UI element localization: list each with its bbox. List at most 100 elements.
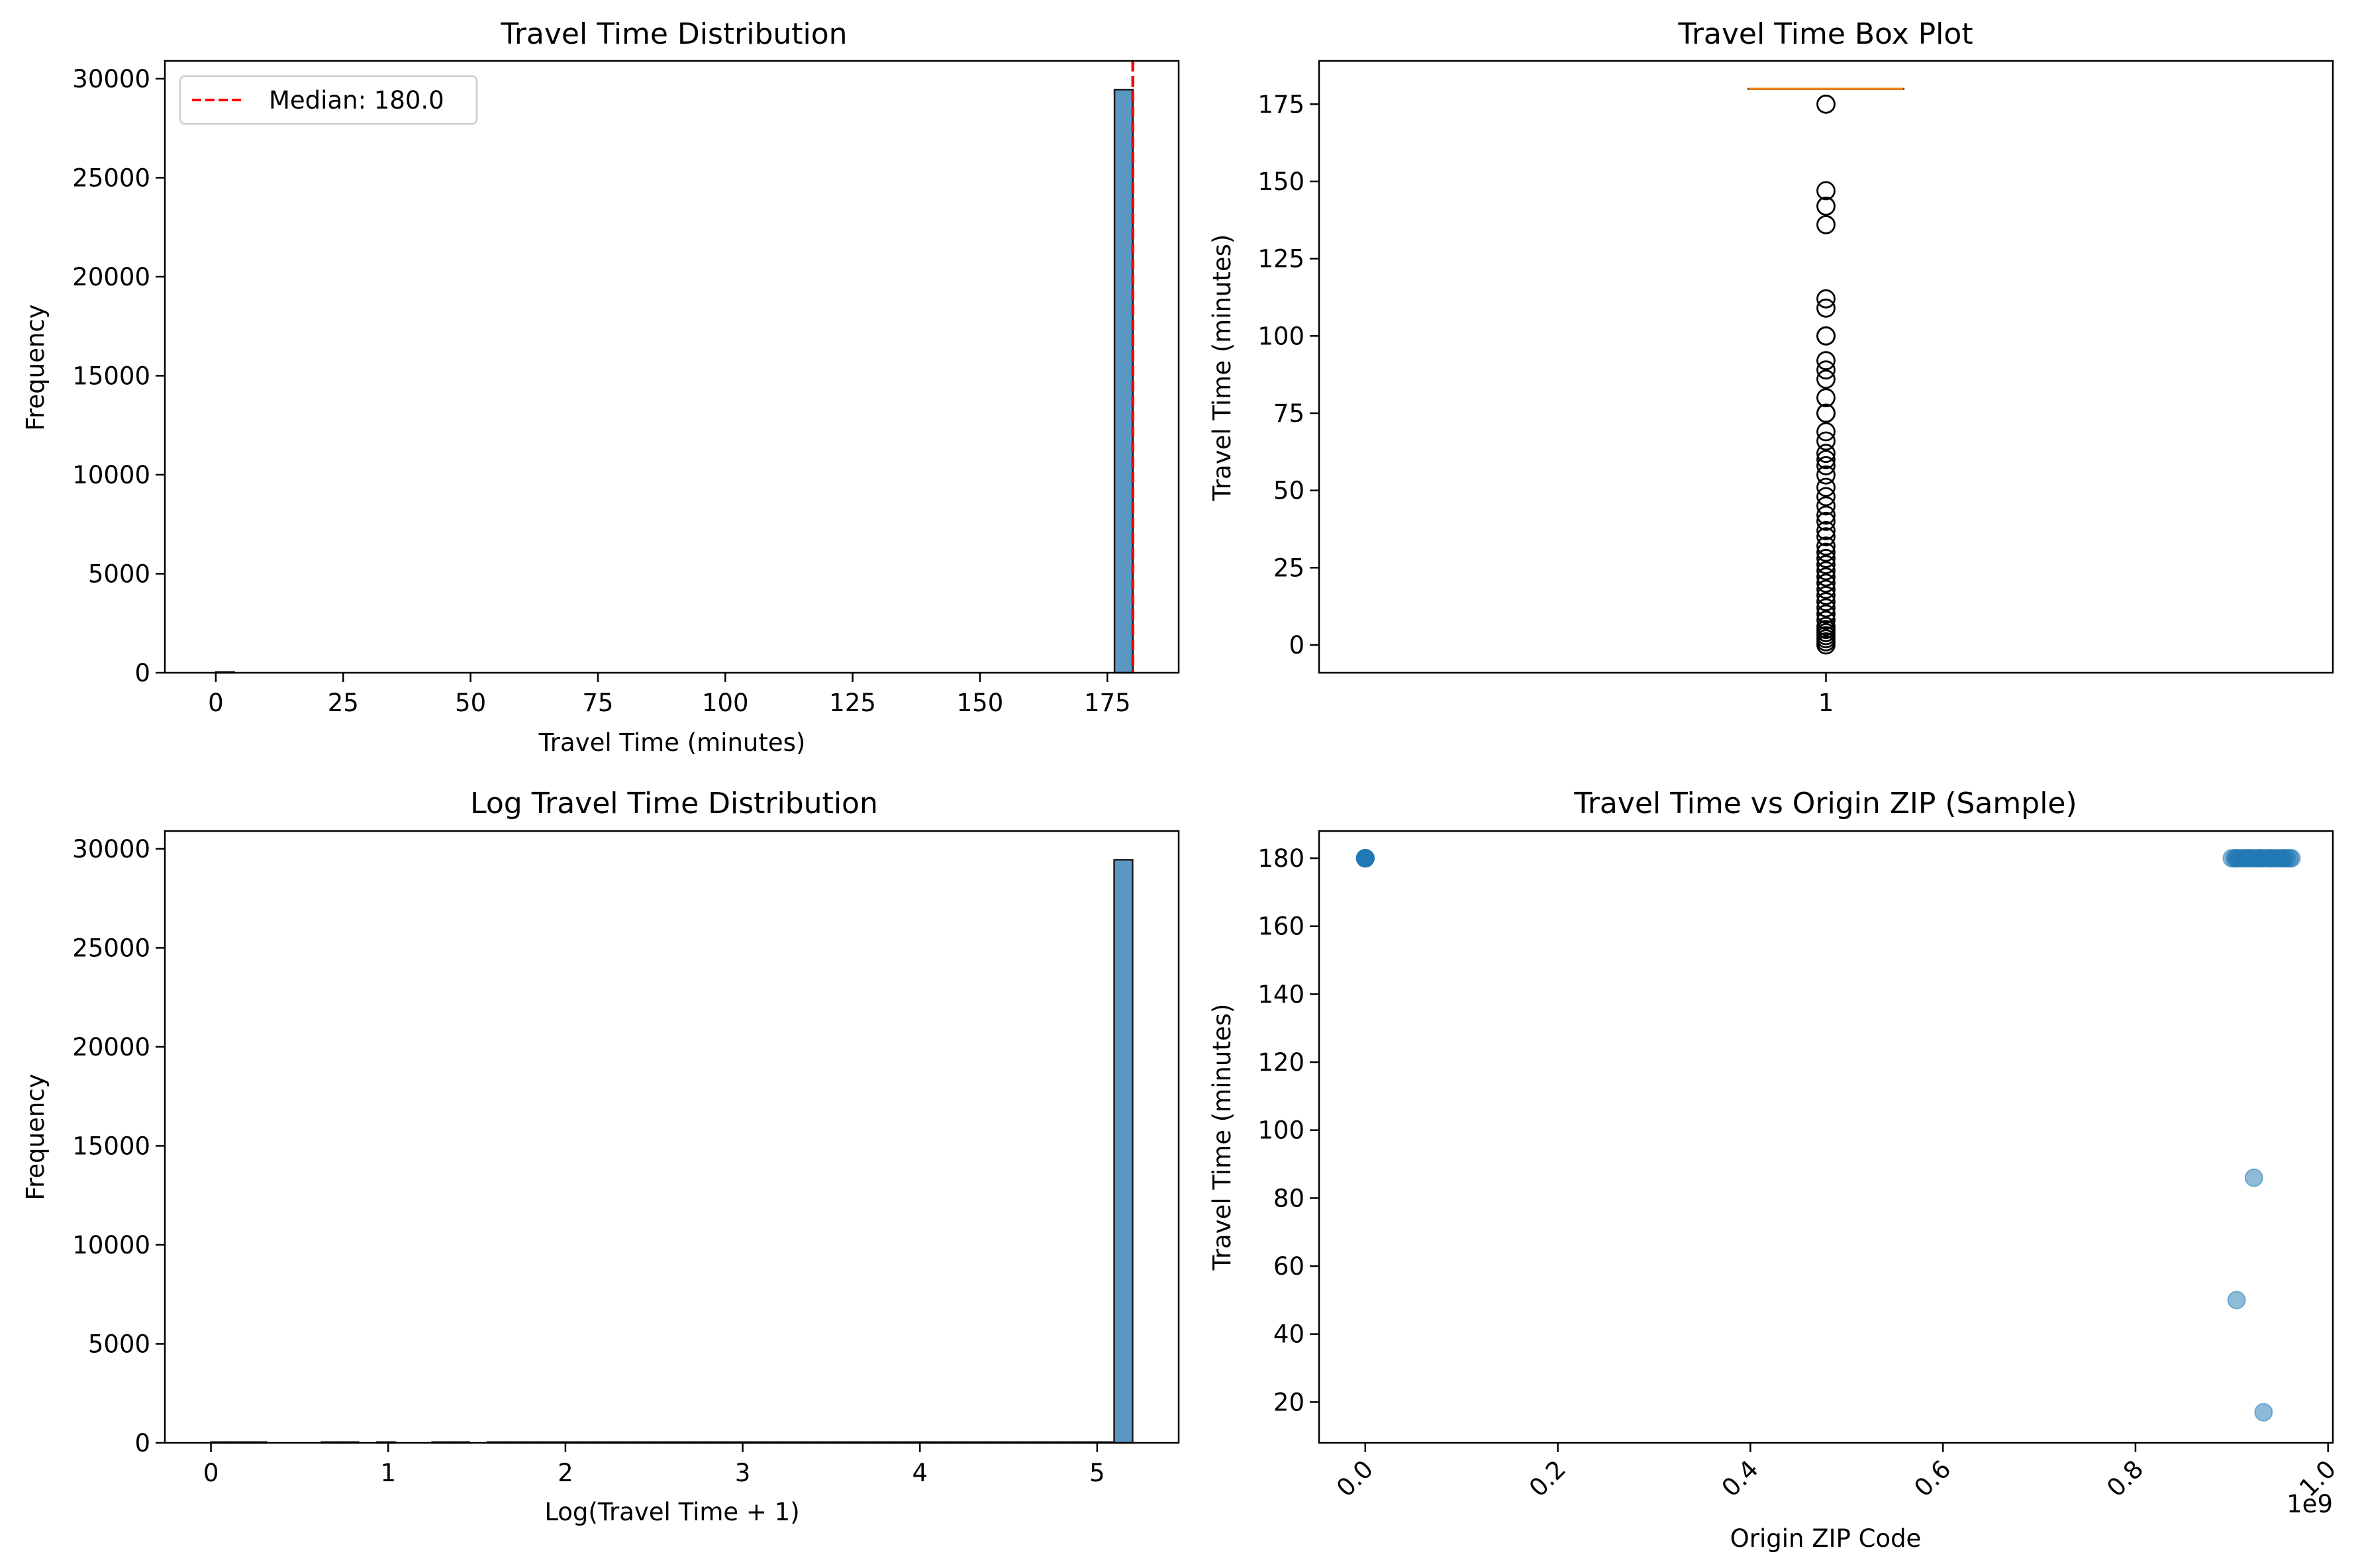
chart-title: Travel Time Box Plot bbox=[1677, 17, 1973, 51]
outlier-point bbox=[1816, 477, 1836, 497]
outlier-point bbox=[1816, 215, 1836, 234]
outlier-point bbox=[1816, 635, 1836, 655]
y-tick-label: 15000 bbox=[72, 1132, 150, 1160]
x-tick-label: 175 bbox=[1084, 689, 1131, 717]
x-tick-label: 25 bbox=[328, 689, 359, 717]
y-tick-label: 120 bbox=[1257, 1048, 1304, 1077]
y-tick-label: 80 bbox=[1273, 1184, 1304, 1212]
y-tick-label: 5000 bbox=[88, 1330, 150, 1358]
outlier-point bbox=[1816, 360, 1836, 380]
y-tick-label: 25000 bbox=[72, 934, 150, 962]
y-tick-label: 125 bbox=[1257, 245, 1304, 273]
x-tick-label: 75 bbox=[582, 689, 613, 717]
y-axis-label: Travel Time (minutes) bbox=[1208, 1004, 1236, 1271]
y-tick-label: 60 bbox=[1273, 1252, 1304, 1281]
x-tick-label: 150 bbox=[957, 689, 1004, 717]
scatter-point bbox=[1355, 849, 1375, 868]
x-tick-label: 3 bbox=[735, 1459, 751, 1487]
outlier-point bbox=[1816, 369, 1836, 389]
x-scale-offset: 1e9 bbox=[2287, 1490, 2333, 1518]
axes-frame bbox=[1318, 830, 2334, 1444]
outlier-point bbox=[1816, 403, 1836, 423]
y-tick-label: 15000 bbox=[72, 362, 150, 390]
legend-box bbox=[179, 75, 478, 125]
x-tick-label: 5 bbox=[1089, 1459, 1105, 1487]
outlier-point bbox=[1816, 604, 1836, 624]
outlier-point bbox=[1816, 573, 1836, 593]
outlier-point bbox=[1816, 527, 1836, 547]
outlier-point bbox=[1816, 511, 1836, 531]
y-tick-label: 100 bbox=[1257, 1116, 1304, 1145]
y-axis-label: Frequency bbox=[21, 304, 50, 430]
x-tick-label: 0 bbox=[208, 689, 224, 717]
outlier-point bbox=[1816, 555, 1836, 575]
y-tick-label: 20000 bbox=[72, 263, 150, 291]
x-axis-label: Origin ZIP Code bbox=[1730, 1524, 1922, 1553]
outlier-point bbox=[1816, 196, 1836, 216]
panel-log-travel-time-distribution: Log Travel Time Distribution 0 1 2 3 4 5 0 5000… bbox=[21, 787, 1180, 1526]
outlier-point bbox=[1816, 456, 1836, 475]
scatter-point bbox=[2254, 1402, 2273, 1422]
panel-travel-time-distribution: Travel Time Distribution 0 25 50 75 100 125 15… bbox=[21, 17, 1180, 757]
outlier-point bbox=[1816, 181, 1836, 201]
y-tick-label: 10000 bbox=[72, 461, 150, 489]
y-tick-label: 175 bbox=[1257, 90, 1304, 119]
outlier-point bbox=[1816, 496, 1836, 516]
y-tick-label: 100 bbox=[1257, 322, 1304, 350]
y-tick-label: 25000 bbox=[72, 164, 150, 192]
outlier-point bbox=[1816, 505, 1836, 525]
outlier-point bbox=[1816, 298, 1836, 318]
y-tick-label: 40 bbox=[1273, 1320, 1304, 1349]
scatter-point bbox=[2273, 849, 2292, 868]
scatter-point bbox=[2244, 1168, 2263, 1187]
outlier-point bbox=[1816, 289, 1836, 309]
outlier-point bbox=[1816, 388, 1836, 408]
y-axis-label: Frequency bbox=[21, 1073, 50, 1200]
outlier-point bbox=[1816, 94, 1836, 114]
chart-title: Travel Time vs Origin ZIP (Sample) bbox=[1573, 787, 2077, 820]
y-tick-label: 180 bbox=[1257, 844, 1304, 873]
y-tick-label: 160 bbox=[1257, 912, 1304, 941]
histogram-bar bbox=[1113, 89, 1134, 674]
y-tick-label: 75 bbox=[1273, 399, 1304, 428]
y-tick-label: 25 bbox=[1273, 554, 1304, 582]
y-tick-label: 0 bbox=[134, 1429, 150, 1457]
outlier-point bbox=[1816, 487, 1836, 507]
outlier-point bbox=[1816, 548, 1836, 568]
outlier-point bbox=[1816, 450, 1836, 469]
outlier-point bbox=[1816, 465, 1836, 485]
outlier-point bbox=[1816, 561, 1836, 581]
x-tick-label: 4 bbox=[912, 1459, 928, 1487]
y-tick-label: 0 bbox=[134, 659, 150, 687]
y-tick-label: 150 bbox=[1257, 168, 1304, 196]
y-tick-label: 30000 bbox=[72, 65, 150, 93]
chart-title: Travel Time Distribution bbox=[500, 17, 847, 51]
x-tick-label: 0 bbox=[203, 1459, 219, 1487]
y-tick-label: 10000 bbox=[72, 1231, 150, 1259]
y-axis-label: Travel Time (minutes) bbox=[1208, 234, 1236, 502]
y-tick-label: 5000 bbox=[88, 560, 150, 588]
axes-frame bbox=[1318, 60, 2334, 674]
x-axis-label: Log(Travel Time + 1) bbox=[544, 1498, 799, 1526]
outlier-point bbox=[1816, 598, 1836, 618]
panel-travel-time-box-plot: Travel Time Box Plot 1 0 25 50 75 100 125 150 17… bbox=[1208, 17, 2334, 717]
outlier-point bbox=[1816, 422, 1836, 442]
x-tick-label: 50 bbox=[455, 689, 486, 717]
outlier-point bbox=[1816, 351, 1836, 371]
outlier-point bbox=[1816, 431, 1836, 451]
scatter-point bbox=[2227, 1291, 2246, 1310]
y-tick-label: 140 bbox=[1257, 980, 1304, 1008]
axes-frame bbox=[164, 830, 1180, 1444]
outlier-point bbox=[1816, 567, 1836, 587]
x-axis-label: Travel Time (minutes) bbox=[538, 728, 806, 757]
y-tick-label: 20 bbox=[1273, 1388, 1304, 1416]
outlier-point bbox=[1816, 592, 1836, 612]
y-tick-label: 30000 bbox=[72, 835, 150, 863]
y-tick-label: 20000 bbox=[72, 1033, 150, 1061]
x-tick-label: 100 bbox=[702, 689, 749, 717]
outlier-point bbox=[1816, 520, 1836, 540]
outlier-point bbox=[1816, 536, 1836, 556]
legend-median-label: Median: 180.0 bbox=[269, 86, 444, 115]
x-tick-label: 125 bbox=[829, 689, 876, 717]
